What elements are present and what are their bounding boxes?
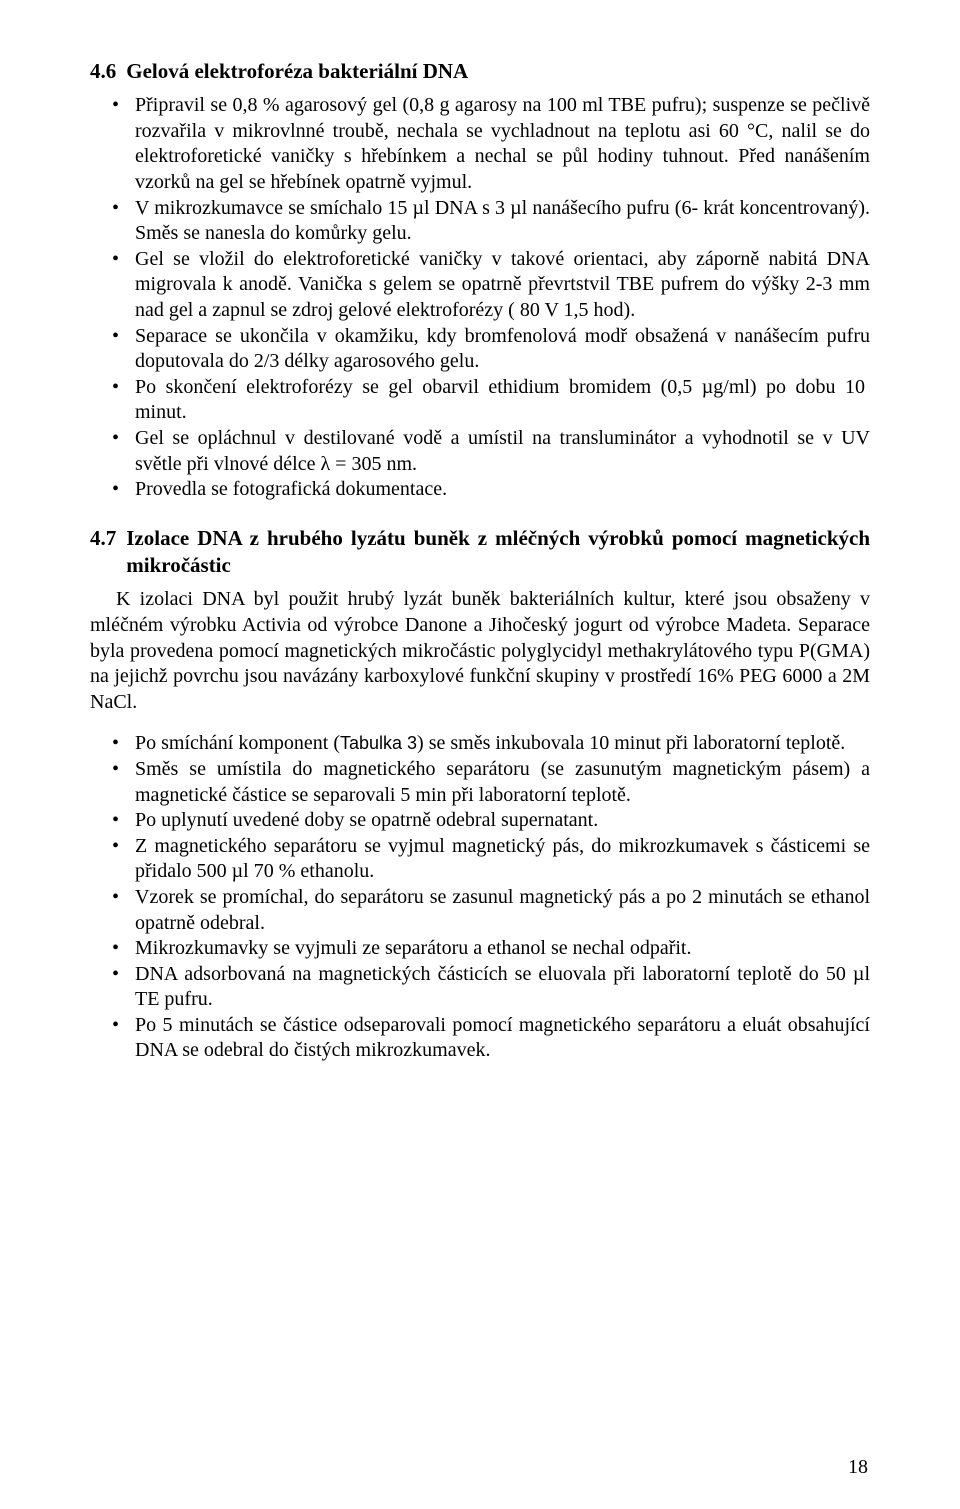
section-47-title: Izolace DNA z hrubého lyzátu buněk z mlé… [126, 525, 870, 580]
list-item: Provedla se fotografická dokumentace. [90, 477, 870, 503]
list-item: Po 5 minutách se částice odseparovali po… [90, 1013, 870, 1064]
list-item: Z magnetického separátoru se vyjmul magn… [90, 834, 870, 885]
list-item: Vzorek se promíchal, do separátoru se za… [90, 885, 870, 936]
list-item: V mikrozkumavce se smíchalo 15 µl DNA s … [90, 196, 870, 247]
table-ref: Tabulka 3 [340, 733, 417, 753]
section-47-heading: 4.7 Izolace DNA z hrubého lyzátu buněk z… [90, 525, 870, 580]
list-item: Gel se opláchnul v destilované vodě a um… [90, 426, 870, 477]
list-item: Po smíchání komponent (Tabulka 3) se smě… [90, 731, 870, 757]
section-47-bullet-list: Po smíchání komponent (Tabulka 3) se smě… [90, 731, 870, 1064]
list-item: Mikrozkumavky se vyjmuli ze separátoru a… [90, 936, 870, 962]
section-47-intro: K izolaci DNA byl použit hrubý lyzát bun… [90, 587, 870, 715]
list-item: Směs se umístila do magnetického separát… [90, 757, 870, 808]
list-item-text-suffix: ) se směs inkubovala 10 minut při labora… [417, 732, 845, 754]
list-item: DNA adsorbovaná na magnetických částicíc… [90, 962, 870, 1013]
page-number: 18 [848, 1456, 868, 1479]
section-47-number: 4.7 [90, 525, 126, 580]
section-46-heading: 4.6 Gelová elektroforéza bakteriální DNA [90, 58, 870, 85]
section-46-bullet-list: Připravil se 0,8 % agarosový gel (0,8 g … [90, 93, 870, 503]
list-item: Gel se vložil do elektroforetické vaničk… [90, 247, 870, 324]
list-item: Po uplynutí uvedené doby se opatrně odeb… [90, 808, 870, 834]
section-46-title: Gelová elektroforéza bakteriální DNA [126, 58, 870, 85]
page-container: 4.6 Gelová elektroforéza bakteriální DNA… [0, 0, 960, 1509]
list-item: Po skončení elektroforézy se gel obarvil… [90, 375, 870, 426]
section-46-number: 4.6 [90, 58, 126, 85]
list-item-text-prefix: Po smíchání komponent ( [135, 732, 340, 754]
list-item: Připravil se 0,8 % agarosový gel (0,8 g … [90, 93, 870, 195]
list-item: Separace se ukončila v okamžiku, kdy bro… [90, 324, 870, 375]
